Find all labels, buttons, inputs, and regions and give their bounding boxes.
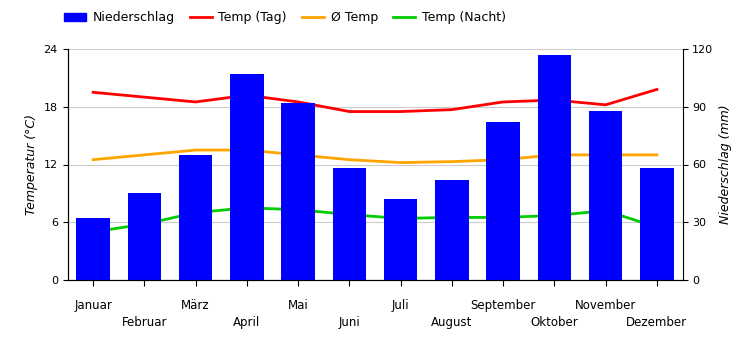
Y-axis label: Niederschlag (mm): Niederschlag (mm) <box>719 105 732 224</box>
Bar <box>179 155 212 280</box>
Text: Februar: Februar <box>122 316 167 329</box>
Text: April: April <box>233 316 260 329</box>
Bar <box>487 122 520 280</box>
Text: Mai: Mai <box>288 300 308 313</box>
Text: September: September <box>470 300 536 313</box>
Bar <box>128 193 161 280</box>
Bar <box>281 103 315 280</box>
Bar <box>230 74 263 280</box>
Text: März: März <box>182 300 210 313</box>
Text: Juli: Juli <box>392 300 410 313</box>
Legend: Niederschlag, Temp (Tag), Ø Temp, Temp (Nacht): Niederschlag, Temp (Tag), Ø Temp, Temp (… <box>58 6 511 29</box>
Bar <box>435 180 469 280</box>
Text: Oktober: Oktober <box>530 316 578 329</box>
Text: Dezember: Dezember <box>626 316 688 329</box>
Bar <box>538 55 571 280</box>
Text: August: August <box>431 316 472 329</box>
Bar <box>333 168 366 280</box>
Bar <box>384 199 417 280</box>
Text: Januar: Januar <box>74 300 112 313</box>
Text: Juni: Juni <box>338 316 360 329</box>
Text: November: November <box>575 300 636 313</box>
Y-axis label: Temperatur (°C): Temperatur (°C) <box>25 114 38 215</box>
Bar <box>640 168 674 280</box>
Bar <box>589 111 622 280</box>
Bar <box>76 218 110 280</box>
